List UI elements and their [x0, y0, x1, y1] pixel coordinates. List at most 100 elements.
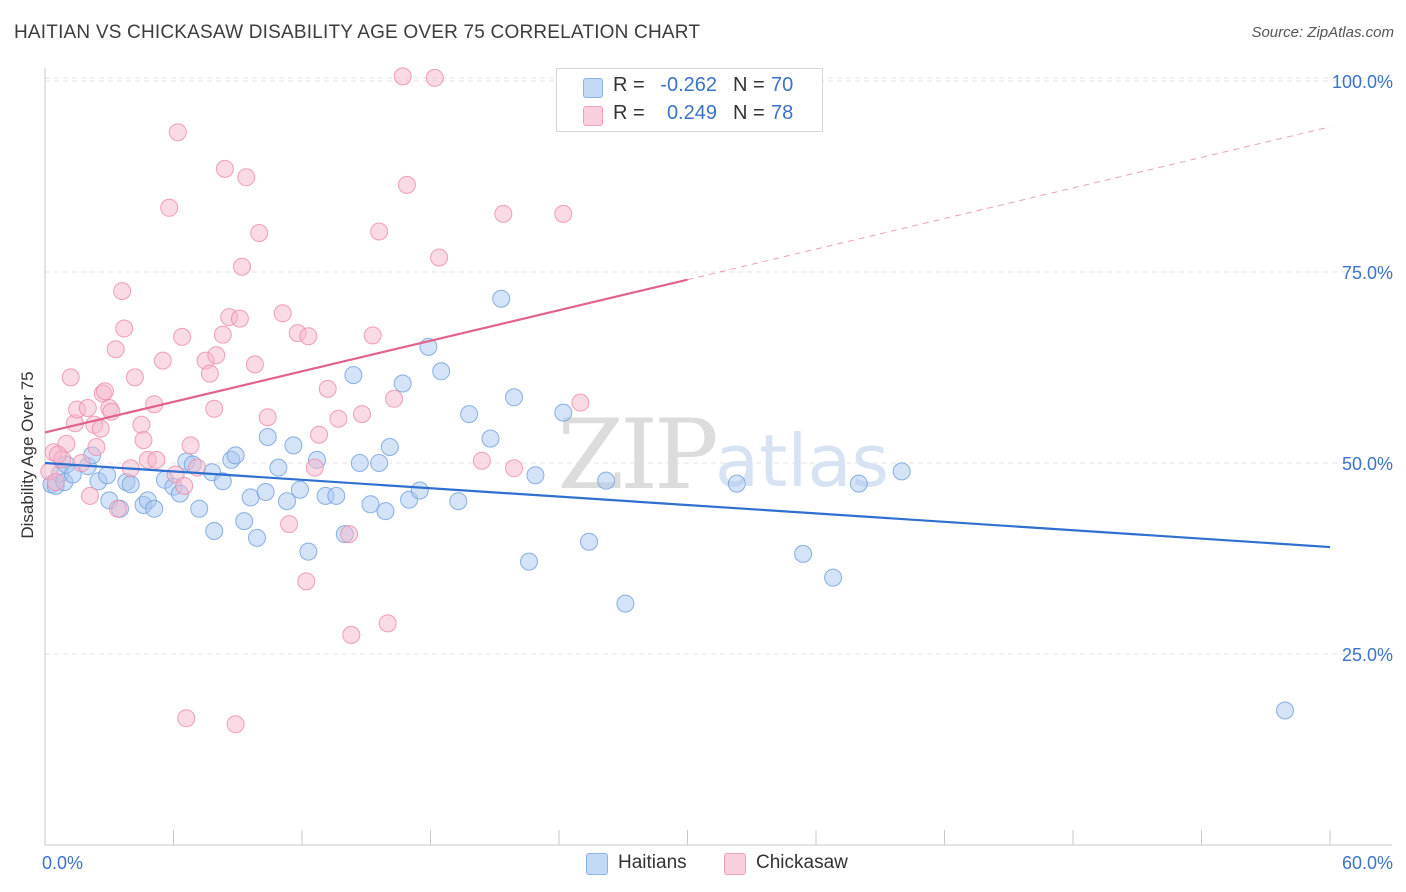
legend-r-label: R =	[613, 74, 645, 96]
chickasaw-point	[430, 248, 449, 267]
chickasaw-point	[215, 159, 234, 178]
chickasaw-point	[175, 476, 194, 495]
chickasaw-point	[250, 224, 269, 242]
haitians-point	[248, 528, 266, 547]
haitians-point	[98, 466, 117, 485]
chickasaw-point	[397, 175, 416, 194]
legend-swatch-haitians	[583, 78, 603, 98]
tick-labels: 25.0% 50.0% 75.0% 100.0% 0.0% 60.0%	[42, 72, 1393, 873]
chickasaw-point	[425, 68, 444, 87]
chickasaw-point	[554, 204, 573, 223]
y-tick-label: 100.0%	[1332, 72, 1393, 92]
y-tick-label: 75.0%	[1342, 263, 1393, 283]
haitians-point	[505, 388, 523, 407]
chickasaw-point	[132, 415, 151, 434]
chickasaw-point	[181, 436, 200, 455]
chickasaw-point	[280, 515, 299, 534]
chickasaw-point	[305, 458, 324, 477]
chickasaw-point	[245, 355, 264, 374]
haitians-point	[361, 495, 380, 514]
haitians-point	[892, 462, 911, 481]
haitians-point	[849, 474, 868, 493]
haitians-point	[269, 458, 288, 477]
chickasaw-point	[134, 431, 153, 450]
haitians-point	[290, 480, 309, 499]
haitians-point	[460, 405, 479, 424]
haitians-trend-line	[44, 461, 1331, 549]
haitians-point	[376, 502, 395, 521]
chickasaw-point	[340, 525, 359, 544]
y-tick-label: 25.0%	[1342, 645, 1393, 665]
chickasaw-point	[230, 309, 249, 328]
haitians-point	[393, 374, 412, 393]
chickasaw-point	[78, 399, 97, 417]
chickasaw-point	[168, 123, 187, 142]
chickasaw-point	[48, 445, 67, 464]
chickasaw-point	[329, 409, 348, 428]
chickasaw-point	[370, 222, 389, 241]
chickasaw-point	[147, 450, 166, 469]
haitians-point	[580, 532, 598, 551]
haitians-point	[213, 472, 232, 491]
y-tick-label: 50.0%	[1342, 454, 1393, 474]
legend-row-haitians: R = -0.262 N = 70	[557, 72, 822, 100]
haitians-point	[520, 552, 538, 571]
x-tick-label: 60.0%	[1342, 853, 1393, 873]
watermark: ZIP atlas	[557, 399, 889, 511]
chickasaw-label: Chickasaw	[756, 852, 848, 873]
chickasaw-point	[378, 614, 397, 633]
chickasaw-point	[61, 368, 80, 387]
haitians-point	[526, 466, 545, 485]
chickasaw-point	[213, 325, 232, 344]
chickasaw-point	[125, 368, 144, 387]
chickasaw-point	[160, 198, 179, 217]
haitians-point	[205, 522, 224, 540]
chickasaw-point	[310, 425, 329, 444]
correlation-legend: R = -0.262 N = 70 R = 0.249 N = 78	[556, 68, 823, 132]
haitians-point	[145, 499, 164, 518]
haitians-point	[350, 454, 369, 472]
x-tick-label: 0.0%	[42, 853, 83, 873]
chickasaw-point	[106, 340, 125, 359]
chickasaw-point	[237, 168, 256, 187]
chickasaw-point	[46, 473, 65, 492]
y-axis-label: Disability Age Over 75	[18, 371, 37, 539]
legend-r-value: 0.249	[666, 102, 717, 124]
haitians-point	[226, 446, 245, 465]
chickasaw-point	[318, 379, 337, 398]
chickasaw-point	[113, 282, 132, 301]
haitians-point	[824, 568, 843, 587]
watermark-zip: ZIP	[557, 399, 716, 511]
chickasaw-point	[299, 327, 318, 346]
chickasaw-point	[91, 419, 110, 438]
haitians-point	[344, 366, 363, 385]
haitians-point	[121, 475, 140, 494]
legend-swatch-chickasaw	[583, 106, 603, 126]
chickasaw-point	[207, 346, 226, 365]
chickasaw-point	[205, 399, 224, 418]
chickasaw-point	[96, 382, 114, 401]
chickasaw-point	[200, 364, 219, 383]
legend-row-chickasaw: R = 0.249 N = 78	[557, 100, 822, 128]
chickasaw-point	[385, 389, 404, 408]
haitians-swatch	[586, 853, 608, 875]
legend-n-value: 78	[771, 102, 794, 124]
haitians-point	[616, 594, 635, 613]
chart-title: HAITIAN VS CHICKASAW DISABILITY AGE OVER…	[14, 22, 701, 43]
haitians-point	[1276, 701, 1294, 720]
haitians-point	[370, 454, 389, 472]
legend-r-value: -0.262	[660, 74, 717, 96]
chickasaw-point	[342, 625, 361, 644]
chart-source: Source: ZipAtlas.com	[1251, 24, 1394, 41]
chickasaw-swatch	[724, 853, 746, 875]
chickasaw-point	[81, 486, 99, 505]
chickasaw-trend-line	[44, 278, 688, 434]
chickasaw-point	[115, 319, 134, 338]
chickasaw-point	[153, 351, 172, 370]
haitians-point	[258, 428, 277, 446]
haitians-point	[432, 362, 451, 381]
chickasaw-point	[494, 204, 513, 223]
chickasaw-point	[173, 327, 192, 346]
chickasaw-point	[297, 572, 316, 591]
legend-n-label: N =	[733, 102, 765, 124]
